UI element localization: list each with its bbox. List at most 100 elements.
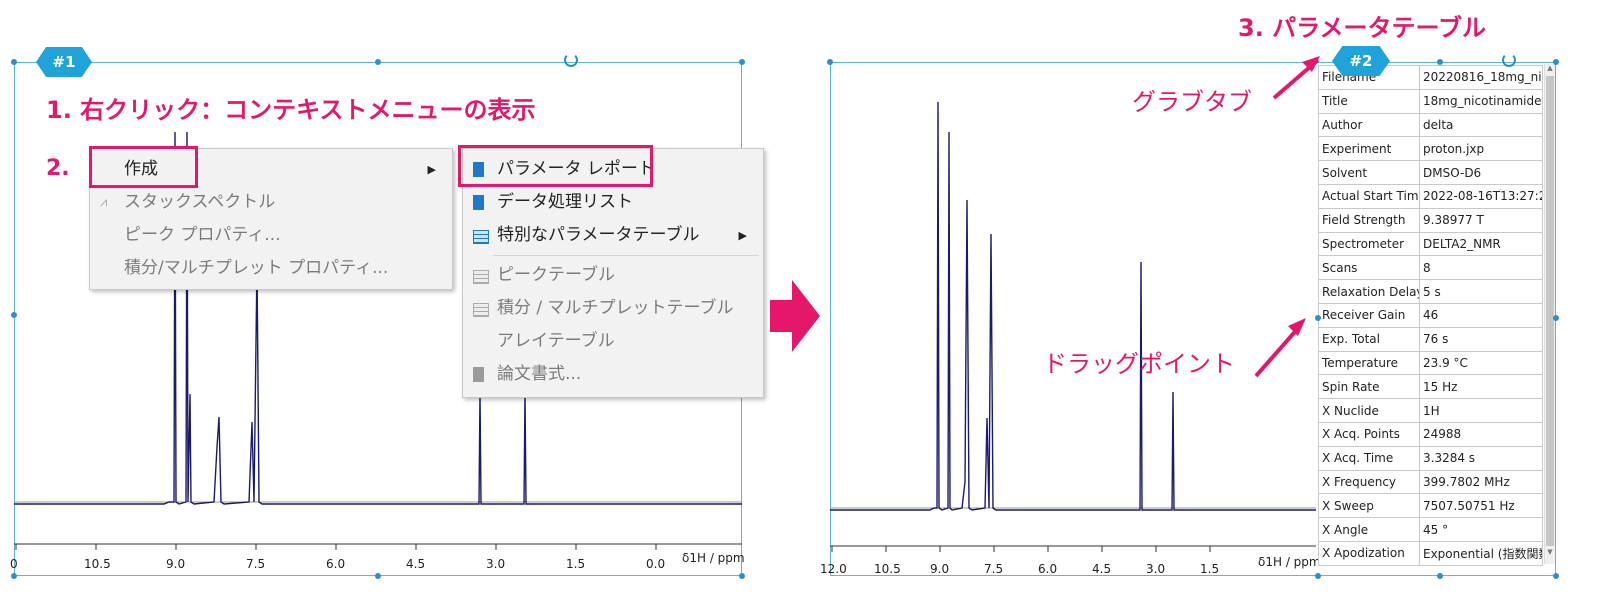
drag-point[interactable]	[375, 573, 381, 579]
menu-item-parameter-report[interactable]: パラメータ レポート	[463, 153, 763, 186]
graph-tab-2[interactable]: #2	[1332, 46, 1390, 76]
drag-point[interactable]	[1437, 59, 1443, 65]
drag-point[interactable]	[375, 59, 381, 65]
param-value: 15 Hz	[1419, 374, 1543, 400]
param-value: 5 s	[1419, 279, 1543, 304]
menu-item-label: アレイテーブル	[497, 331, 615, 351]
param-key: Solvent	[1318, 160, 1420, 185]
drag-point[interactable]	[1437, 573, 1443, 579]
table-row[interactable]: X Frequency 399.7802 MHz	[1318, 469, 1543, 495]
param-value: DMSO-D6	[1419, 160, 1543, 185]
param-key: Author	[1318, 112, 1420, 138]
drag-point[interactable]	[1553, 315, 1559, 321]
vertical-scrollbar[interactable]: ▲ ▼	[1544, 64, 1555, 564]
table-row[interactable]: X Acq. Time 3.3284 s	[1318, 445, 1543, 471]
document-gray-icon	[473, 367, 484, 382]
param-key: Receiver Gain	[1318, 302, 1420, 328]
highlight-box-create	[89, 146, 198, 188]
drag-point[interactable]	[11, 59, 17, 65]
context-menu: 作成 ▶ ⩘ スタックスペクトル ピーク プロパティ... 積分/マルチプレット…	[89, 148, 453, 290]
drag-point[interactable]	[1315, 573, 1321, 579]
rotate-handle-icon[interactable]	[564, 53, 578, 67]
scrollbar-thumb[interactable]	[1546, 76, 1554, 546]
annotation-step1: 1. 右クリック：コンテキストメニューの表示	[46, 96, 536, 124]
param-value: 23.9 °C	[1419, 350, 1543, 376]
menu-item-processing-list[interactable]: データ処理リスト	[463, 186, 763, 219]
annotation-step2: 2.	[46, 156, 70, 181]
menu-item-stack-spectrum[interactable]: ⩘ スタックスペクトル	[90, 186, 452, 219]
drag-point[interactable]	[11, 573, 17, 579]
drag-point[interactable]	[1553, 59, 1559, 65]
menu-item-label: 特別なパラメータテーブル	[497, 225, 700, 245]
param-value: Exponential (指数関数)	[1419, 540, 1543, 566]
tick-label: 9.0	[166, 557, 186, 571]
table-row[interactable]: X Sweep 7507.50751 Hz	[1318, 493, 1543, 519]
table-row[interactable]: Author delta	[1318, 112, 1543, 138]
menu-item-label: 積分 / マルチプレットテーブル	[497, 298, 734, 318]
tick-label: 4.5	[406, 557, 426, 571]
drag-point[interactable]	[827, 59, 833, 65]
param-value: 2022-08-16T13:27:26	[1419, 183, 1543, 209]
table-row[interactable]: Spin Rate 15 Hz	[1318, 374, 1543, 400]
stack-spectrum-icon: ⩘	[100, 195, 108, 210]
drag-point[interactable]	[739, 59, 745, 65]
axis-unit-label: δ1H / ppm	[682, 551, 745, 565]
param-value: 18mg_nicotinamide	[1419, 88, 1543, 114]
menu-item-array-table[interactable]: アレイテーブル	[463, 325, 763, 358]
param-value: 9.38977 T	[1419, 207, 1543, 233]
table-row[interactable]: X Nuclide 1H	[1318, 398, 1543, 423]
table-row[interactable]: Filename 20220816_18mg_nico	[1318, 65, 1543, 90]
param-value: 7507.50751 Hz	[1419, 493, 1543, 519]
table-gray-icon	[473, 270, 489, 284]
table-row[interactable]: Field Strength 9.38977 T	[1318, 207, 1543, 233]
tick-label: 6.0	[1038, 562, 1058, 576]
menu-item-integral-properties[interactable]: 積分/マルチプレット プロパティ...	[90, 252, 452, 285]
table-row[interactable]: Actual Start Time 2022-08-16T13:27:26	[1318, 183, 1543, 209]
highlight-box-parameter-report	[458, 145, 653, 187]
menu-item-integral-table[interactable]: 積分 / マルチプレットテーブル	[463, 292, 763, 325]
table-gray-icon	[473, 303, 489, 317]
parameter-table[interactable]: Filename 20220816_18mg_nico Title 18mg_nico…	[1318, 65, 1543, 566]
param-value: delta	[1419, 112, 1543, 138]
drag-point[interactable]	[1315, 315, 1321, 321]
menu-item-peak-properties[interactable]: ピーク プロパティ...	[90, 219, 452, 252]
param-key: Field Strength	[1318, 207, 1420, 233]
menu-item-label: ピーク プロパティ...	[124, 225, 281, 245]
param-value: 20220816_18mg_nico	[1419, 65, 1543, 90]
table-row[interactable]: Exp. Total 76 s	[1318, 326, 1543, 352]
table-row[interactable]: X Acq. Points 24988	[1318, 421, 1543, 447]
menu-item-special-parameter-table[interactable]: 特別なパラメータテーブル ▶	[463, 219, 763, 252]
scroll-down-icon[interactable]: ▼	[1547, 548, 1553, 556]
tick-label: 6.0	[326, 557, 346, 571]
param-key: X Nuclide	[1318, 398, 1420, 423]
table-row[interactable]: Solvent DMSO-D6	[1318, 160, 1543, 185]
table-row[interactable]: X Apodization Exponential (指数関数)	[1318, 540, 1543, 566]
submenu-arrow-icon: ▶	[738, 229, 747, 242]
param-key: Spectrometer	[1318, 231, 1420, 257]
drag-point[interactable]	[1553, 573, 1559, 579]
scroll-up-icon[interactable]: ▲	[1547, 64, 1553, 72]
param-key: X Apodization	[1318, 540, 1420, 566]
tick-label: 0.0	[646, 557, 666, 571]
menu-item-label: スタックスペクトル	[124, 192, 276, 212]
rotate-handle-icon[interactable]	[1502, 53, 1516, 67]
table-row[interactable]: X Angle 45 °	[1318, 517, 1543, 542]
table-row[interactable]: Title 18mg_nicotinamide	[1318, 88, 1543, 114]
table-row[interactable]: Scans 8	[1318, 255, 1543, 281]
menu-item-create[interactable]: 作成 ▶	[90, 153, 452, 186]
graph-tab-1[interactable]: #1	[36, 47, 92, 77]
table-row[interactable]: Temperature 23.9 °C	[1318, 350, 1543, 376]
table-row[interactable]: Experiment proton.jxp	[1318, 136, 1543, 162]
menu-item-paper-format[interactable]: 論文書式...	[463, 358, 763, 391]
menu-item-label: 作成	[124, 159, 158, 179]
menu-item-peak-table[interactable]: ピークテーブル	[463, 259, 763, 292]
tick-label: 1.5	[1200, 562, 1220, 576]
param-key: Relaxation Delay	[1318, 279, 1420, 304]
table-row[interactable]: Relaxation Delay 5 s	[1318, 279, 1543, 304]
param-key: Scans	[1318, 255, 1420, 281]
table-row[interactable]: Spectrometer DELTA2_NMR	[1318, 231, 1543, 257]
drag-point[interactable]	[739, 573, 745, 579]
param-value: 3.3284 s	[1419, 445, 1543, 471]
table-row[interactable]: Receiver Gain 46	[1318, 302, 1543, 328]
drag-point[interactable]	[11, 312, 17, 318]
